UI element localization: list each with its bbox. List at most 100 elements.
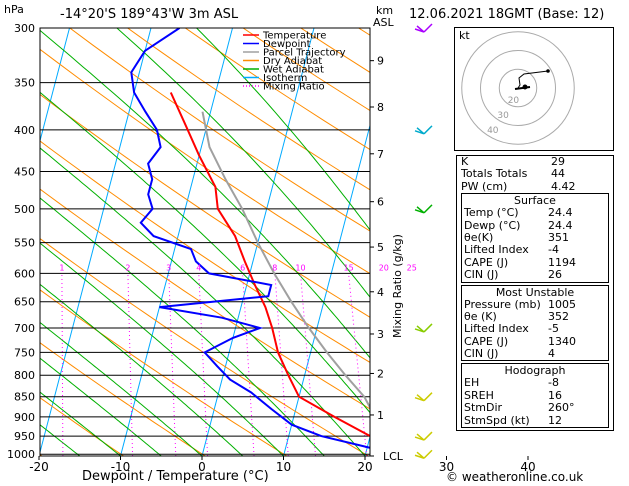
- hodograph-stat-row: EH -8: [462, 376, 608, 390]
- height-tick-label: 6: [377, 196, 384, 209]
- datetime-title: 12.06.2021 18GMT (Base: 12): [409, 7, 605, 22]
- most-unstable-box: Most Unstable Pressure (mb) 1005 θe (K) 352…: [461, 284, 609, 362]
- legend-entry: Dry Adiabat: [263, 56, 322, 67]
- wet-adiabat-line: [40, 197, 325, 456]
- hodograph-stat-row: StmSpd (kt) 12: [462, 413, 608, 427]
- surface-title: Surface: [514, 194, 556, 208]
- isotherm-line: [40, 28, 152, 455]
- height-tick-label: 4: [377, 286, 384, 299]
- wind-barb: [414, 449, 433, 459]
- dry-adiabat-line: [185, 28, 370, 151]
- x-tick-label: -10: [111, 460, 131, 474]
- index-row: K 29: [457, 155, 613, 168]
- dry-adiabat-line: [40, 342, 206, 456]
- mixing-ratio-line: [242, 273, 255, 456]
- dry-adiabat-line: [40, 397, 124, 456]
- height-tick-label: 9: [377, 55, 384, 68]
- hodograph-stat-label: StmSpd (kt): [464, 413, 530, 427]
- height-tick-label: 2: [377, 367, 384, 380]
- wet-adiabat-line: [40, 321, 203, 456]
- dry-adiabat-line: [40, 48, 370, 275]
- wind-barb: [414, 125, 433, 135]
- hodograph-point: [546, 69, 550, 73]
- most-unstable-value: 1005: [548, 297, 576, 311]
- hodograph-ring: [461, 31, 575, 145]
- mixing-ratio-label: 1: [59, 263, 64, 272]
- hodograph-ring-label: 40: [487, 126, 499, 136]
- pressure-tick-label: 400: [14, 124, 35, 137]
- pressure-tick-label: 700: [14, 322, 35, 335]
- mixing-ratio-axis-label: Mixing Ratio (g/kg): [391, 234, 404, 338]
- dry-adiabat-line: [40, 289, 288, 456]
- hodograph-ring-label: 30: [497, 111, 509, 121]
- most-unstable-row: CIN (J) 4: [462, 347, 608, 361]
- height-unit-label-asl: ASL: [373, 16, 394, 29]
- hodograph-stat-label: EH: [464, 376, 480, 390]
- mixing-ratio-line: [412, 273, 434, 456]
- index-label: Totals Totals: [461, 167, 528, 181]
- height-tick-label: 8: [377, 101, 384, 114]
- plot-frame: [39, 27, 371, 457]
- location-title: -14°20'S 189°43'W 3m ASL: [60, 7, 239, 22]
- pressure-unit-label: hPa: [4, 3, 24, 16]
- wet-adiabat-line: [196, 28, 370, 231]
- most-unstable-row: Pressure (mb) 1005: [462, 297, 608, 311]
- wet-adiabat-line: [40, 357, 162, 456]
- pressure-tick-label: 850: [14, 391, 35, 404]
- indices-rows: K 29 Totals Totals 44 PW (cm) 4.42: [457, 155, 613, 193]
- pressure-tick-label: 800: [14, 369, 35, 382]
- wind-barb: [414, 392, 433, 402]
- wind-barb: [414, 23, 433, 33]
- pressure-tick-label: 350: [14, 77, 35, 90]
- most-unstable-label: θe (K): [464, 309, 497, 323]
- most-unstable-label: CIN (J): [464, 347, 499, 361]
- surface-value: 1194: [548, 255, 576, 269]
- pressure-tick-label: 500: [14, 203, 35, 216]
- dewpoint-series: [130, 28, 370, 449]
- most-unstable-row: θe (K) 352: [462, 309, 608, 323]
- hodograph-stat-row: SREH 16: [462, 388, 608, 402]
- hodograph-stat-value: 260°: [548, 401, 575, 415]
- surface-value: -4: [548, 243, 559, 257]
- hodograph-ring: [480, 50, 556, 126]
- wet-adiabat-line: [40, 391, 121, 456]
- mixing-ratio-label: 20: [379, 263, 389, 272]
- index-label: K: [461, 155, 469, 168]
- mixing-ratio-line: [127, 273, 134, 456]
- most-unstable-row: Lifted Index -5: [462, 322, 608, 335]
- hodograph-stat-row: StmDir 260°: [462, 401, 608, 415]
- wet-adiabat-line: [40, 91, 370, 414]
- legend-entry: Parcel Trajectory: [263, 48, 346, 59]
- surface-row: Temp (°C) 24.4: [462, 206, 608, 219]
- dry-adiabat-line: [69, 28, 370, 232]
- hodograph-stat-value: -8: [548, 376, 559, 390]
- mixing-ratio-line: [274, 273, 289, 456]
- most-unstable-value: 1340: [548, 334, 576, 348]
- index-value: 4.42: [551, 179, 576, 193]
- indices-table: K 29 Totals Totals 44 PW (cm) 4.42 Surface Te…: [456, 155, 614, 432]
- pressure-tick-label: 1000: [7, 448, 35, 461]
- surface-row: θe(K) 351: [462, 230, 608, 244]
- height-tick-label: LCL: [383, 450, 404, 463]
- surface-box: Surface Temp (°C) 24.4 Dewp (°C) 24.4 θe(K) 3…: [461, 193, 609, 283]
- dry-adiabat-line: [40, 93, 370, 318]
- mixing-ratio-label: 2: [125, 263, 130, 272]
- mixing-ratio-label: 10: [295, 263, 305, 272]
- wet-adiabat-line: [40, 283, 244, 456]
- hodograph-unit-label: kt: [459, 29, 470, 42]
- pressure-tick-label: 950: [14, 430, 35, 443]
- storm-motion-arrow: [514, 86, 531, 90]
- dry-adiabat-line: [127, 28, 370, 191]
- pressure-tick-label: 550: [14, 237, 35, 250]
- most-unstable-label: Pressure (mb): [464, 297, 541, 311]
- wet-adiabat-line: [40, 29, 370, 359]
- hodograph-stat-label: SREH: [464, 388, 494, 402]
- hodograph-stats-title: Hodograph: [504, 364, 566, 378]
- most-unstable-value: 4: [548, 347, 555, 361]
- most-unstable-label: CAPE (J): [464, 334, 509, 348]
- x-tick-label: 0: [198, 460, 206, 474]
- dry-adiabat-line: [40, 238, 369, 456]
- legend-entry: Mixing Ratio: [263, 82, 325, 93]
- surface-value: 351: [548, 230, 569, 244]
- isotherm-line: [283, 123, 370, 456]
